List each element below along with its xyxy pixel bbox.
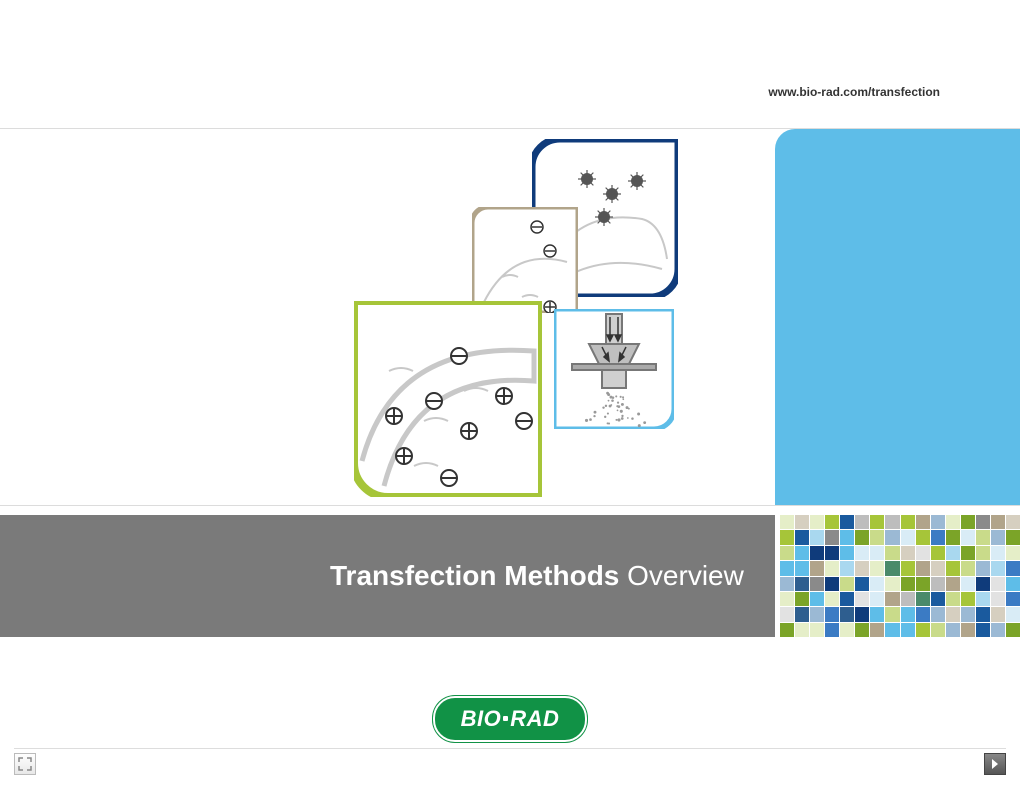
page-title: Transfection Methods Overview <box>330 560 744 592</box>
tile-biolistic <box>554 309 674 429</box>
tile-electroporation <box>354 301 542 497</box>
logo-wrap: BIORAD <box>0 696 1020 742</box>
method-tiles <box>330 139 750 499</box>
next-page-button[interactable] <box>984 753 1006 775</box>
header-url: www.bio-rad.com/transfection <box>768 85 940 99</box>
chevron-right-icon <box>989 758 1001 770</box>
color-mosaic <box>780 515 1020 637</box>
title-bar: Transfection Methods Overview <box>0 515 775 637</box>
fullscreen-button[interactable] <box>14 753 36 775</box>
expand-icon <box>18 757 32 771</box>
tile-chemical <box>472 207 578 313</box>
hero-panel <box>0 128 1020 506</box>
hero-blue-panel <box>775 129 1020 505</box>
biorad-logo: BIORAD <box>433 696 588 742</box>
nav-bar <box>14 748 1006 774</box>
